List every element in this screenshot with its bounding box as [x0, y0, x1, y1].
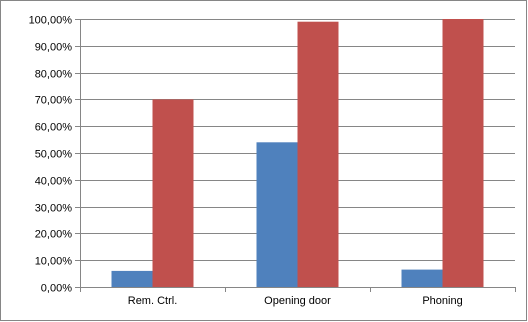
bar	[152, 99, 194, 288]
y-tick-label: 50,00%	[35, 149, 73, 161]
y-tick-label: 10,00%	[35, 256, 73, 268]
y-tick-label: 80,00%	[35, 69, 73, 81]
y-tick-label: 60,00%	[35, 122, 73, 134]
category-labels: Rem. Ctrl. Opening door Phoning	[128, 295, 463, 307]
axes	[75, 19, 516, 292]
bars	[111, 19, 484, 288]
bar	[401, 269, 443, 287]
x-category-label: Opening door	[264, 295, 331, 307]
y-tick-label: 0,00%	[41, 283, 72, 295]
y-tick-label: 90,00%	[35, 42, 73, 54]
y-tick-label: 100,00%	[29, 15, 73, 27]
x-category-label: Phoning	[422, 295, 462, 307]
y-tick-labels: 0,00% 10,00% 20,00% 30,00% 40,00% 50,00% 60,00…	[29, 15, 73, 295]
y-tick-label: 70,00%	[35, 95, 73, 107]
bar	[256, 142, 298, 287]
bar	[111, 270, 153, 287]
y-tick-label: 20,00%	[35, 229, 73, 241]
y-tick-label: 30,00%	[35, 203, 73, 215]
x-category-label: Rem. Ctrl.	[128, 295, 178, 307]
bar	[442, 19, 484, 287]
bar	[297, 21, 339, 287]
y-tick-label: 40,00%	[35, 176, 73, 188]
